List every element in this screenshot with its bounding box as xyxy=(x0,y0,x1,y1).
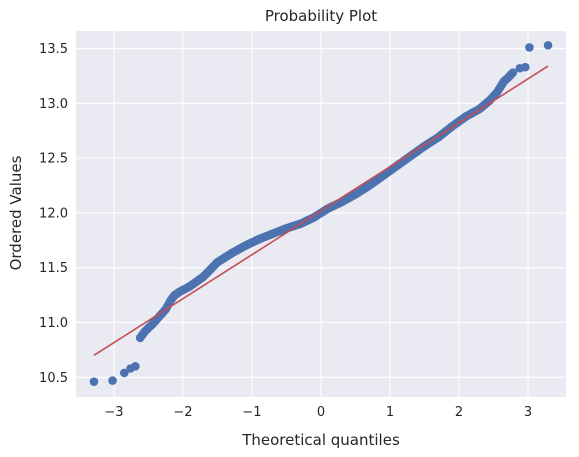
chart-title: Probability Plot xyxy=(265,7,377,25)
x-tick-label: 1 xyxy=(386,405,394,420)
fit-line xyxy=(93,65,549,357)
x-tick-label: −1 xyxy=(242,405,261,420)
y-tick-label: 12.5 xyxy=(39,152,68,167)
y-tick-label: 11.0 xyxy=(39,316,68,331)
data-points xyxy=(89,40,553,386)
data-point xyxy=(543,40,553,50)
data-point xyxy=(120,368,129,378)
x-tick-label: −3 xyxy=(104,405,123,420)
x-tick-label: −2 xyxy=(173,405,192,420)
x-tick-label: 2 xyxy=(455,405,463,420)
y-tick-label: 13.5 xyxy=(39,42,68,57)
y-tick-label: 11.5 xyxy=(39,261,68,276)
tick-labels: −3 −2 −1 0 1 2 3 10.5 11.0 11.5 12.0 12.5 13.0 13.5 xyxy=(39,42,532,420)
x-tick-label: 0 xyxy=(317,405,325,420)
data-point xyxy=(89,377,99,386)
data-point xyxy=(508,68,518,77)
x-axis-label: Theoretical quantiles xyxy=(241,431,400,449)
y-tick-label: 12.0 xyxy=(39,206,68,221)
y-axis-label: Ordered Values xyxy=(7,155,25,270)
x-tick-label: 3 xyxy=(524,405,532,420)
data-point xyxy=(525,43,534,52)
y-tick-label: 10.5 xyxy=(39,371,68,386)
data-point xyxy=(108,376,117,385)
data-point xyxy=(520,62,530,72)
data-point xyxy=(131,362,140,371)
y-tick-label: 13.0 xyxy=(39,97,68,112)
